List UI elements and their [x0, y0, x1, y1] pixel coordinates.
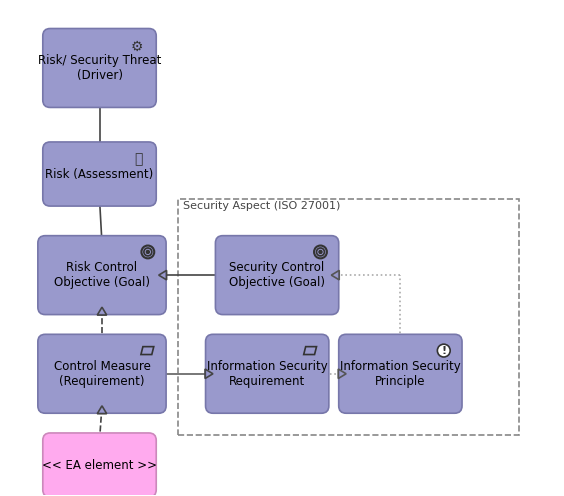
- Text: Security Control
Objective (Goal): Security Control Objective (Goal): [229, 261, 325, 289]
- Circle shape: [319, 251, 321, 253]
- Text: !: !: [441, 346, 446, 356]
- FancyBboxPatch shape: [205, 334, 329, 413]
- FancyBboxPatch shape: [38, 334, 166, 413]
- FancyBboxPatch shape: [339, 334, 462, 413]
- Circle shape: [437, 344, 450, 357]
- Text: ⚙: ⚙: [130, 40, 143, 54]
- Text: Information Security
Principle: Information Security Principle: [340, 360, 461, 388]
- Text: Information Security
Requirement: Information Security Requirement: [207, 360, 328, 388]
- Text: << EA element >>: << EA element >>: [42, 458, 157, 472]
- Bar: [178, 199, 519, 435]
- FancyBboxPatch shape: [43, 28, 156, 108]
- Text: Risk Control
Objective (Goal): Risk Control Objective (Goal): [54, 261, 150, 289]
- FancyBboxPatch shape: [43, 433, 156, 496]
- Text: Control Measure
(Requirement): Control Measure (Requirement): [54, 360, 151, 388]
- FancyBboxPatch shape: [43, 142, 156, 206]
- Circle shape: [147, 251, 149, 253]
- Text: ⌕: ⌕: [135, 152, 143, 166]
- FancyBboxPatch shape: [215, 236, 339, 314]
- FancyBboxPatch shape: [38, 236, 166, 314]
- Text: Security Aspect (ISO 27001): Security Aspect (ISO 27001): [183, 201, 341, 211]
- Text: Risk (Assessment): Risk (Assessment): [45, 168, 153, 181]
- Text: Risk/ Security Threat
(Driver): Risk/ Security Threat (Driver): [38, 54, 161, 82]
